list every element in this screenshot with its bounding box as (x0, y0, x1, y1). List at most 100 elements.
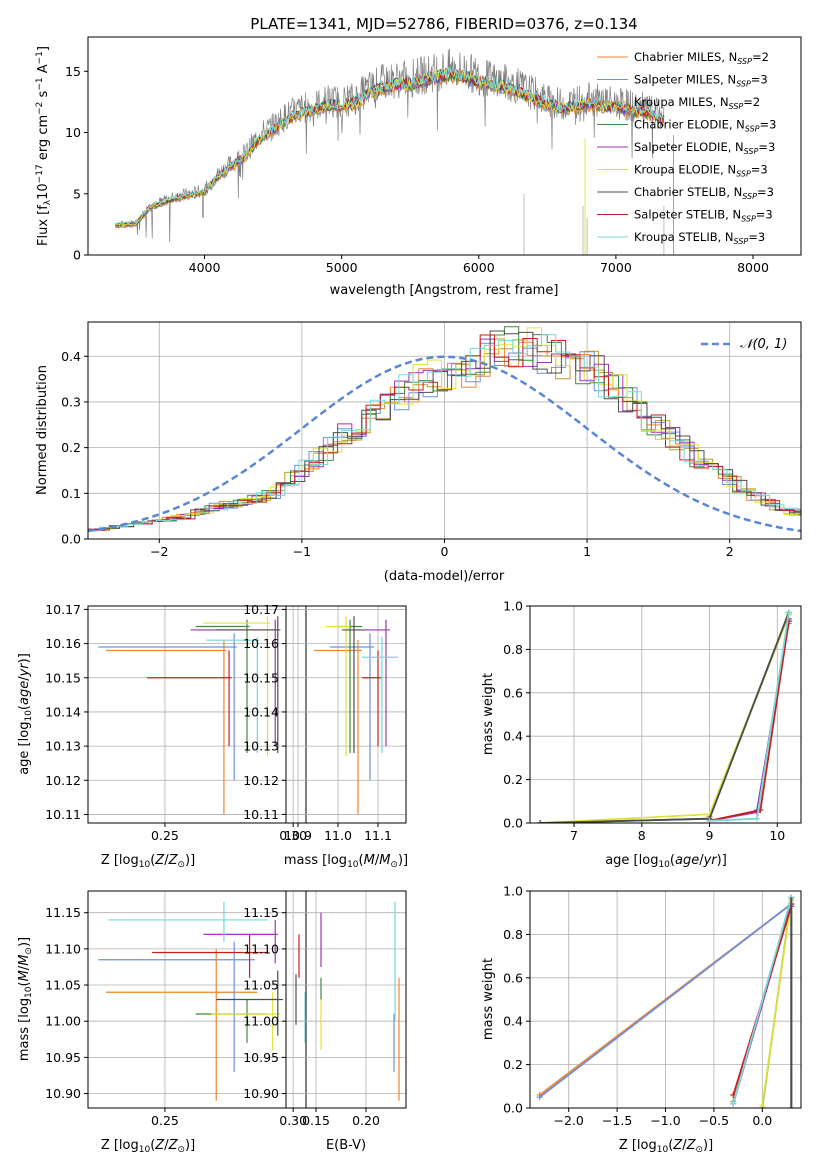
plot-area (98, 901, 283, 1101)
y-tick-label: 10.13 (243, 739, 279, 754)
y-tick-label: 1.0 (503, 884, 523, 899)
x-tick-label: 7 (570, 828, 578, 843)
x-tick-label: 11.0 (324, 828, 352, 843)
y-tick-label: 0.6 (503, 970, 523, 985)
y-tick-label: 10.14 (45, 704, 81, 719)
residual-panel: −2 −1 0 1 2 0.0 0.1 0.2 0.3 0.4 𝒩(0, 1) (data-mod… (35, 321, 802, 584)
spectrum-legend-label: Salpeter STELIB, NSSP=3 (634, 208, 773, 224)
x-tick-label: 1 (583, 544, 591, 559)
spectrum-legend-label: Salpeter ELODIE, NSSP=3 (634, 140, 775, 156)
y-tick-label: 15 (65, 64, 81, 79)
mass-weight-line (761, 899, 793, 1106)
x-tick-label: −2 (150, 544, 168, 559)
residual-legend: 𝒩(0, 1) (701, 337, 787, 352)
plot-area (536, 894, 795, 1108)
mass-weight-line (540, 614, 790, 823)
y-tick-label: 11.15 (45, 905, 81, 920)
mass-weight-vs-metallicity-ylabel: mass weight (481, 958, 496, 1040)
spectrum-ylabel: Flux [fλ10−17 erg cm−2 s−1 A−1] (35, 46, 53, 246)
y-tick-label: 10.14 (243, 704, 279, 719)
spectrum-legend-label: Kroupa ELODIE, NSSP=3 (634, 163, 768, 179)
axes: 0.15 0.20 10.90 10.95 11.00 11.05 11.10 11.15 (243, 890, 407, 1128)
y-tick-label: 10 (65, 125, 81, 140)
x-tick-label: −1 (293, 544, 311, 559)
residual-legend-label: 𝒩(0, 1) (740, 337, 787, 352)
age-vs-metallicity-panel: 0.25 0.3010.1110.1210.1310.1410.1510.1610… (45, 602, 307, 843)
y-tick-label: 10.15 (243, 670, 279, 685)
plot-area (314, 616, 398, 815)
spectrum-panel: 4000 5000 6000 7000 8000 0 5 10 15 Chabrier MILE… (35, 36, 802, 298)
x-tick-label: 0 (441, 544, 449, 559)
mass-weight-line (539, 903, 792, 1098)
y-tick-label: 10.12 (243, 773, 279, 788)
y-tick-label: 10.16 (243, 636, 279, 651)
y-tick-label: 10.95 (243, 1050, 279, 1065)
x-tick-label: 4000 (189, 260, 221, 275)
plot-area (537, 609, 792, 823)
spectrum-legend-label: Kroupa STELIB, NSSP=3 (634, 230, 765, 246)
y-tick-label: 11.00 (243, 1014, 279, 1029)
x-tick-label: 0.30 (279, 828, 307, 843)
x-tick-label: 0.25 (151, 1113, 179, 1128)
y-tick-label: 10.15 (45, 670, 81, 685)
x-tick-label: 0.15 (302, 1113, 330, 1128)
y-tick-label: 11.00 (45, 1014, 81, 1029)
x-tick-label: 0.0 (752, 1113, 772, 1128)
spectrum-plot: 4000 5000 6000 7000 8000 0 5 10 15 (65, 36, 802, 275)
y-tick-label: 10.90 (45, 1086, 81, 1101)
mass-weight-vs-metallicity-panel: −2.0 −1.5 −1.0 −0.5 0.0 0.0 0.2 0.4 0.6 0.8 1.0 (503, 884, 802, 1128)
x-tick-label: −1.0 (650, 1113, 680, 1128)
normal-curve (88, 355, 801, 533)
x-tick-label: 5000 (326, 260, 358, 275)
residual-histogram (88, 327, 801, 531)
y-tick-label: 10.11 (45, 807, 81, 822)
y-tick-label: 10.12 (45, 773, 81, 788)
residual-histogram (88, 326, 801, 531)
y-tick-label: 0.4 (61, 349, 81, 364)
y-tick-label: 0.8 (503, 642, 523, 657)
x-tick-label: 9 (706, 828, 714, 843)
axes-frame (87, 605, 307, 824)
residual-xlabel: (data-model)/error (384, 569, 505, 584)
x-tick-label: 0.25 (151, 828, 179, 843)
x-tick-label: 6000 (463, 260, 495, 275)
spectrum-model-line (115, 65, 665, 225)
spectrum-legend-label: Kroupa MILES, NSSP=2 (634, 95, 760, 111)
axes: −2.0 −1.5 −1.0 −0.5 0.0 0.0 0.2 0.4 0.6 0.8 1.0 (503, 884, 802, 1128)
y-tick-label: 10.13 (45, 739, 81, 754)
mass-vs-ebv-panel: 0.15 0.20 10.90 10.95 11.00 11.05 11.10 11.15 (243, 890, 407, 1128)
age-vs-metallicity-xlabel: Z [log10(Z/Z⊙)] (101, 853, 195, 870)
age-vs-metallicity-ylabel: age [log10(age/yr)] (17, 653, 34, 775)
y-tick-label: 10.16 (45, 636, 81, 651)
y-tick-label: 11.10 (243, 941, 279, 956)
y-tick-label: 11.05 (45, 978, 81, 993)
spectrum-legend-label: Salpeter MILES, NSSP=3 (634, 73, 768, 89)
x-tick-label: 0.30 (279, 1113, 307, 1128)
y-tick-label: 0 (73, 248, 81, 263)
y-tick-label: 0.6 (503, 685, 523, 700)
y-tick-label: 11.10 (45, 941, 81, 956)
x-tick-label: 10.9 (284, 828, 312, 843)
mass-vs-metallicity-ylabel: mass [log10(M/M⊙)] (17, 937, 34, 1061)
residual-ylabel: Normed distribution (35, 365, 50, 495)
y-tick-label: 10.90 (243, 1086, 279, 1101)
y-tick-label: 0.2 (503, 1057, 523, 1072)
mass-weight-line (540, 612, 790, 823)
y-tick-label: 10.11 (243, 807, 279, 822)
axes: 10.9 11.0 11.1 10.11 10.12 10.13 10.14 10.15 10.… (243, 602, 407, 843)
spectrum-xlabel: wavelength [Angstrom, rest frame] (330, 283, 559, 298)
mass-weight-vs-age-xlabel: age [log10(age/yr)] (605, 853, 727, 870)
plot-area (88, 326, 801, 533)
y-tick-label: 10.17 (243, 602, 279, 617)
axes-frame (285, 890, 407, 1109)
grid (286, 891, 406, 1108)
x-tick-label: 10 (769, 828, 785, 843)
x-tick-label: −1.5 (602, 1113, 632, 1128)
spectrum-legend-label: Chabrier MILES, NSSP=2 (634, 50, 769, 66)
y-tick-label: 5 (73, 186, 81, 201)
y-tick-label: 1.0 (503, 599, 523, 614)
grid (88, 891, 306, 1108)
axes: 4000 5000 6000 7000 8000 0 5 10 15 (65, 36, 802, 275)
